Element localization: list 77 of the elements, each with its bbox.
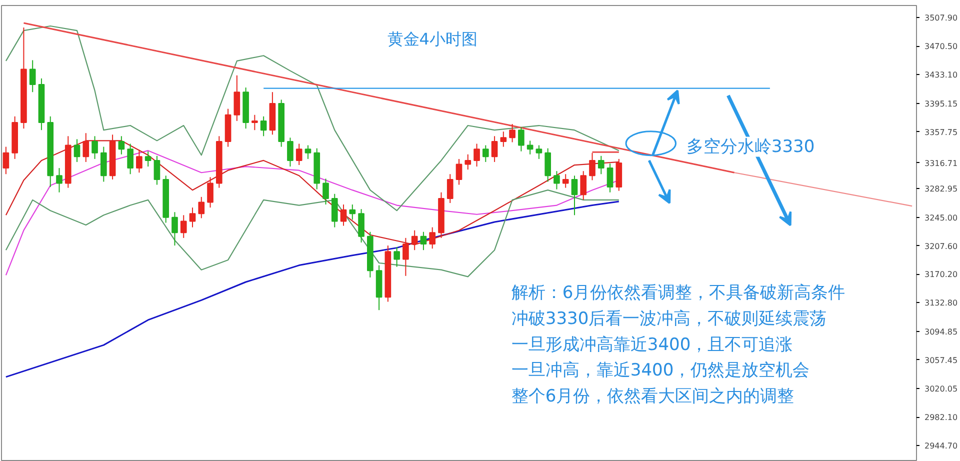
candlestick [189, 207, 196, 228]
candlestick [554, 170, 560, 190]
candlestick [296, 143, 302, 166]
candlestick [144, 150, 152, 168]
y-tick-label: 3207.60 [924, 242, 958, 251]
annotation: 冲破3330后看一波冲高，不破则延续震荡 [511, 308, 827, 329]
y-tick-label: 3282.95 [924, 184, 958, 194]
candlestick [340, 204, 347, 226]
candlestick [474, 143, 480, 168]
candlestick [127, 143, 134, 175]
y-tick-label: 3094.85 [924, 327, 958, 336]
candlestick [234, 74, 240, 122]
y-tick-label: 3132.80 [924, 298, 958, 308]
candlestick [482, 144, 489, 162]
annotation: 多空分水岭3330 [686, 136, 815, 157]
candlestick [420, 231, 427, 251]
candlestick [491, 136, 498, 162]
y-tick-label: 3316.71 [924, 158, 958, 168]
y-tick-label: 3470.50 [924, 42, 958, 52]
candlestick [526, 140, 534, 155]
candlestick [456, 158, 462, 186]
candlestick [82, 132, 90, 162]
candlestick [411, 230, 418, 251]
annotation: 整个6月份，依然看大区间之内的调整 [511, 386, 794, 407]
line-series [5, 190, 620, 278]
y-tick-label: 3507.90 [924, 14, 958, 23]
y-tick-label: 3170.20 [924, 270, 958, 280]
y-tick-label: 2982.10 [924, 413, 958, 422]
candlestick [180, 214, 187, 238]
candlestick [429, 226, 436, 250]
annotation: 解析：6月份依然看调整，不具备破新高条件 [511, 282, 846, 303]
y-tick-label: 3057.45 [924, 356, 958, 365]
candlestick [260, 116, 267, 137]
candlestick [287, 137, 294, 168]
candlestick [606, 162, 614, 193]
candlestick [252, 114, 258, 131]
candlestick [571, 175, 578, 216]
candlestick [464, 154, 472, 170]
candlestick [100, 146, 107, 182]
text: 黄金4小时图 [387, 29, 478, 48]
candlestick [580, 170, 587, 200]
candlestick [92, 136, 98, 160]
candlestick [172, 212, 178, 246]
y-tick-label: 3020.05 [924, 384, 958, 394]
candlestick [136, 149, 142, 174]
candlestick [394, 246, 400, 268]
annotation: 一旦形成冲高靠近3400，且不可追涨 [511, 334, 793, 355]
annotation: 一旦冲高，靠近3400，仍然是放空机会 [511, 360, 810, 381]
candlestick [198, 196, 205, 219]
candlestick [358, 208, 364, 243]
candlestick [2, 146, 10, 175]
candlestick [322, 178, 329, 206]
y-tick-label: 3433.10 [924, 70, 958, 80]
candlestick [74, 138, 80, 162]
candlestick [544, 148, 551, 182]
y-tick-label: 2944.70 [924, 442, 958, 451]
candlestick [446, 174, 454, 204]
candlestick [402, 237, 409, 276]
candlestick [349, 204, 356, 220]
candlestick [304, 144, 312, 160]
candlestick [518, 126, 524, 152]
candlestick [509, 123, 516, 143]
y-tick-label: 3245.00 [924, 213, 958, 222]
candlestick [589, 152, 596, 181]
candlestick [536, 144, 542, 160]
candlestick [500, 131, 507, 148]
candlestick [331, 193, 338, 228]
candlestick [118, 136, 125, 155]
y-tick-label: 3357.75 [924, 128, 958, 137]
candlestick [56, 168, 62, 193]
candlestick [598, 155, 604, 175]
candlestick [29, 60, 36, 93]
candlestick [154, 155, 160, 186]
candlestick [207, 176, 214, 208]
y-tick-label: 3395.15 [924, 99, 958, 108]
line-series [5, 25, 620, 212]
candlestick [562, 174, 569, 188]
